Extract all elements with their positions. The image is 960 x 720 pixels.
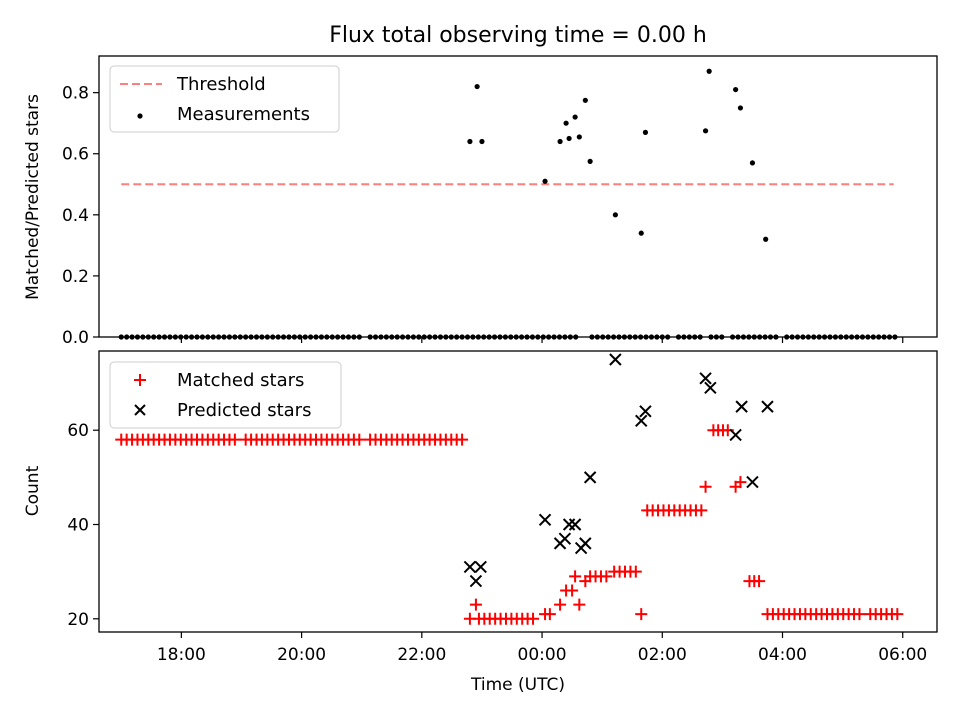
predicted-stars-point (639, 405, 652, 418)
matched-stars-point (579, 575, 592, 588)
top-y-tick-label: 0.4 (62, 206, 89, 226)
predicted-stars-point (704, 381, 717, 394)
bottom-plot-frame (98, 350, 938, 633)
measurements-point (612, 212, 618, 218)
measurements-point (763, 236, 769, 242)
predicted-stars-point (474, 560, 487, 574)
predicted-stars-point (729, 428, 742, 442)
matched-stars-point (353, 433, 366, 446)
matched-stars-point (600, 570, 613, 583)
matched-stars-point (543, 608, 556, 621)
bottom-x-tick-label: 22:00 (397, 645, 446, 665)
measurements-point (706, 68, 712, 74)
predicted-stars-point (579, 537, 592, 550)
bottom-x-tick-label: 18:00 (157, 645, 206, 665)
predicted-stars-point (538, 513, 552, 526)
top-y-tick-label: 0.0 (62, 328, 89, 348)
measurements-point (587, 158, 593, 164)
measurements-point (733, 86, 739, 93)
predicted-stars-point (761, 400, 774, 413)
legend-matched-swatch (134, 374, 146, 386)
top-y-axis-label: Matched/Predicted stars (23, 94, 43, 300)
legend-measurements-swatch (137, 113, 143, 119)
measurements-point (638, 230, 644, 236)
matched-stars-point (695, 504, 708, 517)
top-y-tick-label: 0.2 (62, 267, 89, 287)
top-legend: Threshold Measurements (109, 65, 340, 133)
predicted-stars-point (735, 400, 748, 413)
predicted-stars-point (699, 372, 712, 385)
measurements-point (702, 128, 709, 134)
bottom-x-tick-label: 20:00 (277, 645, 326, 665)
matched-stars-point (554, 598, 567, 611)
chart-title: Flux total observing time = 0.00 h (329, 23, 707, 48)
matched-stars-point (891, 608, 904, 621)
measurements-point (563, 120, 569, 126)
top-plot-frame (98, 55, 938, 338)
predicted-stars-point (746, 475, 759, 489)
bottom-x-tick-label: 04:00 (758, 645, 807, 665)
matched-stars-point (463, 612, 476, 625)
predicted-stars-point (635, 414, 648, 427)
top-plot-area (118, 68, 898, 340)
predicted-stars-point (558, 532, 572, 545)
predicted-stars-point (583, 471, 597, 484)
bottom-y-tick-label: 40 (67, 516, 89, 536)
measurements-point (737, 105, 744, 111)
bottom-y-tick-label: 60 (67, 421, 89, 441)
matched-stars-point (566, 584, 579, 597)
measurements-point (557, 138, 563, 145)
legend-measurements-label: Measurements (177, 104, 310, 125)
matched-stars-point (228, 433, 241, 446)
measurements-point (542, 178, 548, 184)
matched-stars-point (527, 612, 540, 625)
bottom-y-tick-label: 20 (67, 610, 89, 630)
bottom-plot-area (115, 353, 904, 625)
bottom-legend: Matched stars Predicted stars (109, 361, 342, 429)
legend-predicted-swatch (134, 404, 146, 416)
x-axis-label: Time (UTC) (470, 675, 565, 695)
measurements-point (582, 97, 588, 103)
matched-stars-point (456, 433, 469, 446)
matched-stars-point (853, 608, 866, 621)
predicted-stars-point (568, 518, 582, 531)
predicted-stars-point (463, 560, 477, 574)
measurements-point (474, 83, 480, 90)
matched-stars-point (635, 608, 648, 621)
matched-stars-point (629, 565, 642, 578)
measurements-point (576, 134, 582, 140)
legend-matched-label: Matched stars (177, 370, 304, 391)
legend-predicted-label: Predicted stars (177, 400, 311, 421)
measurements-point (479, 138, 485, 145)
bottom-x-tick-label: 00:00 (518, 645, 567, 665)
matched-stars-point (753, 575, 766, 588)
matched-stars-point (573, 598, 586, 611)
matched-stars-point (734, 476, 747, 489)
bottom-x-tick-label: 06:00 (878, 645, 927, 665)
matched-stars-point (699, 480, 712, 493)
predicted-stars-point (609, 353, 622, 366)
bottom-legend-box (109, 361, 342, 429)
measurements-point (572, 114, 578, 120)
predicted-stars-point (469, 574, 483, 588)
measurements-point (467, 138, 473, 145)
legend-threshold-label: Threshold (176, 74, 266, 95)
top-legend-box (109, 65, 340, 133)
measurements-point (749, 160, 756, 166)
matched-stars-point (469, 598, 482, 611)
matched-stars-point (569, 570, 582, 583)
measurements-point (566, 135, 572, 142)
top-y-tick-label: 0.8 (62, 84, 89, 104)
measurements-point (642, 129, 649, 135)
bottom-y-axis-label: Count (23, 465, 43, 516)
bottom-x-tick-label: 02:00 (638, 645, 687, 665)
top-y-tick-label: 0.6 (62, 145, 89, 165)
